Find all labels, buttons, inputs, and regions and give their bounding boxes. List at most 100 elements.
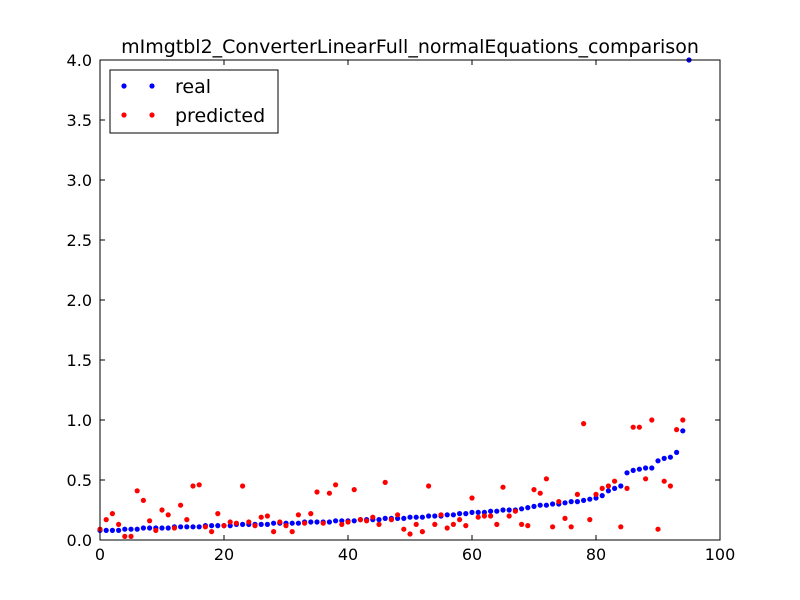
real-point — [444, 512, 450, 518]
y-tick-label: 4.0 — [67, 51, 92, 70]
real-point — [289, 520, 295, 526]
predicted-point — [500, 484, 506, 490]
predicted-point — [388, 517, 394, 523]
real-point — [605, 488, 612, 494]
real-point — [667, 454, 674, 460]
real-point — [630, 467, 636, 473]
predicted-point — [320, 520, 326, 526]
legend-label-predicted: predicted — [175, 105, 265, 127]
predicted-point — [295, 512, 301, 518]
real-point — [413, 514, 419, 520]
predicted-point — [519, 521, 525, 528]
plot-points — [97, 57, 692, 540]
real-point — [531, 503, 537, 509]
real-point — [382, 515, 388, 522]
real-point — [103, 527, 109, 534]
predicted-point — [624, 485, 630, 491]
real-point — [134, 526, 140, 532]
predicted-point — [407, 531, 413, 537]
predicted-point — [401, 526, 407, 532]
predicted-point — [432, 521, 438, 528]
real-point — [351, 518, 357, 524]
predicted-point — [587, 517, 593, 523]
x-tick-label: 0 — [95, 545, 105, 564]
predicted-point — [271, 529, 277, 535]
predicted-point — [277, 519, 283, 525]
x-tick-label: 80 — [586, 545, 606, 564]
predicted-point — [643, 476, 649, 482]
y-tick-label: 3.0 — [67, 171, 92, 190]
predicted-point — [370, 514, 376, 520]
predicted-point — [618, 524, 624, 530]
real-point — [128, 526, 134, 532]
predicted-point — [550, 524, 556, 530]
y-tick-label: 1.5 — [67, 351, 92, 370]
y-tick-label: 3.5 — [67, 111, 92, 130]
predicted-point — [475, 514, 481, 520]
real-point — [475, 509, 481, 515]
predicted-point — [134, 488, 140, 494]
predicted-point — [209, 529, 215, 535]
real-point — [500, 507, 506, 513]
real-point — [599, 493, 605, 499]
real-point — [159, 525, 165, 531]
real-point — [295, 520, 301, 526]
real-point — [209, 523, 215, 529]
predicted-point — [258, 514, 264, 520]
axes: 0 20 40 60 80 100 0.0 0.5 1.0 1.5 2.0 2.5 3.0 3.5 4.0 — [67, 51, 736, 564]
predicted-point — [506, 513, 512, 519]
real-point — [519, 506, 525, 512]
predicted-point — [649, 417, 655, 423]
predicted-point — [636, 424, 643, 430]
real-point — [122, 526, 128, 532]
real-point — [227, 523, 233, 529]
real-point — [314, 519, 320, 525]
legend-marker-real — [149, 83, 155, 89]
real-point — [463, 510, 469, 517]
y-tick-label: 0.0 — [67, 531, 92, 550]
series-predicted — [97, 417, 686, 540]
predicted-point — [488, 513, 494, 519]
predicted-point — [246, 519, 252, 525]
y-tick-label: 2.0 — [67, 291, 92, 310]
predicted-point — [240, 483, 246, 489]
predicted-point — [525, 523, 531, 529]
real-point — [109, 527, 115, 534]
series-real — [97, 57, 692, 534]
predicted-point — [562, 515, 568, 522]
predicted-point — [227, 519, 233, 525]
predicted-point — [116, 521, 122, 528]
predicted-point — [395, 512, 401, 518]
real-point — [494, 508, 500, 514]
predicted-point — [283, 523, 289, 529]
real-point — [432, 513, 438, 519]
real-point — [407, 514, 413, 520]
predicted-point — [103, 517, 109, 523]
predicted-point — [556, 499, 562, 505]
real-point — [140, 525, 146, 531]
predicted-point — [426, 483, 432, 489]
x-tick-label: 20 — [214, 545, 234, 564]
real-point — [147, 525, 153, 531]
real-point — [481, 509, 487, 515]
predicted-point — [376, 521, 382, 528]
real-point — [264, 521, 270, 528]
real-point — [636, 466, 643, 472]
predicted-point — [159, 507, 165, 513]
real-point — [587, 496, 593, 502]
predicted-point — [512, 508, 519, 514]
predicted-point — [630, 424, 636, 430]
x-tick-label: 100 — [705, 545, 736, 564]
predicted-point — [469, 495, 475, 501]
real-point — [649, 465, 655, 471]
real-point — [215, 523, 221, 529]
real-point — [506, 507, 512, 513]
y-tick-label: 2.5 — [67, 231, 92, 250]
predicted-point — [215, 510, 221, 517]
predicted-point — [457, 517, 463, 523]
real-point — [469, 509, 475, 515]
real-point — [450, 512, 456, 518]
real-point — [581, 497, 587, 503]
real-point — [190, 524, 196, 530]
